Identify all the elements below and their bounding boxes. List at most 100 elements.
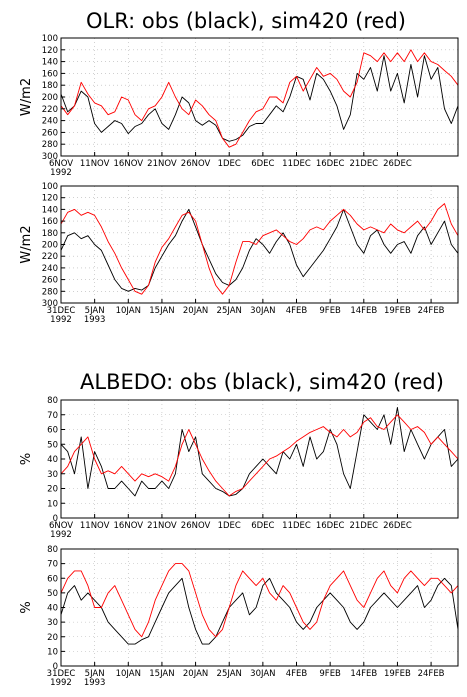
series-sim-line (60, 203, 459, 295)
albedo-title: ALBEDO: obs (black), sim420 (red) (80, 370, 444, 394)
x-tick-label: 16DEC (316, 521, 345, 531)
x-tick-year: 1992 (50, 530, 72, 540)
series-obs-line (60, 55, 459, 142)
x-tick-label: 1DEC (218, 159, 241, 169)
x-tick-year: 1992 (50, 315, 72, 325)
x-tick-label: 10JAN (116, 669, 141, 679)
olr-title: OLR: obs (black), sim420 (red) (86, 9, 406, 33)
y-tick-label: 280 (42, 287, 58, 297)
x-tick-label: 21DEC (349, 521, 378, 531)
y-tick-label: 280 (42, 140, 58, 150)
x-tick-label: 16NOV (114, 521, 144, 531)
x-tick-label: 6NOV (49, 159, 73, 169)
x-tick-year: 1992 (50, 168, 72, 178)
y-tick-label: 200 (42, 93, 58, 103)
x-tick-label: 5JAN (85, 306, 105, 316)
y-axis-label: % (19, 453, 34, 465)
y-tick-label: 220 (42, 105, 58, 115)
x-tick-label: 21DEC (349, 159, 378, 169)
x-tick-label: 15JAN (149, 669, 174, 679)
x-tick-label: 21NOV (147, 521, 177, 531)
y-tick-label: 60 (47, 574, 58, 584)
x-tick-label: 24FEB (418, 669, 445, 679)
x-tick-label: 4FEB (286, 669, 308, 679)
x-tick-label: 11DEC (282, 521, 311, 531)
x-tick-label: 19FEB (384, 306, 411, 316)
y-tick-label: 20 (47, 485, 58, 495)
y-tick-label: 240 (42, 264, 58, 274)
x-tick-label: 30JAN (250, 306, 275, 316)
x-tick-label: 10JAN (116, 306, 141, 316)
y-tick-label: 60 (47, 426, 58, 436)
y-tick-label: 180 (42, 81, 58, 91)
x-tick-label: 20JAN (183, 669, 208, 679)
x-tick-label: 9FEB (319, 669, 341, 679)
x-tick-label: 14FEB (350, 306, 377, 316)
x-tick-year: 1993 (84, 315, 106, 325)
x-tick-year: 1992 (50, 678, 72, 688)
x-tick-label: 15JAN (149, 306, 174, 316)
x-tick-label: 26DEC (383, 159, 412, 169)
y-tick-label: 120 (42, 194, 58, 204)
y-tick-label: 260 (42, 128, 58, 138)
x-tick-label: 6NOV (49, 521, 73, 531)
x-tick-label: 11NOV (80, 159, 110, 169)
y-tick-label: 100 (42, 34, 58, 44)
x-tick-label: 25JAN (217, 306, 242, 316)
x-tick-label: 6DEC (251, 159, 274, 169)
x-tick-label: 9FEB (319, 306, 341, 316)
x-tick-label: 5JAN (85, 669, 105, 679)
y-tick-label: 140 (42, 58, 58, 68)
x-tick-label: 14FEB (350, 669, 377, 679)
x-tick-label: 1DEC (218, 521, 241, 531)
y-tick-label: 140 (42, 205, 58, 215)
series-obs-line (60, 208, 459, 292)
y-tick-label: 100 (42, 182, 58, 192)
x-tick-label: 31DEC (47, 669, 76, 679)
x-tick-label: 26DEC (383, 521, 412, 531)
x-tick-label: 26NOV (181, 521, 211, 531)
series-obs-line (60, 406, 459, 497)
y-tick-label: 30 (47, 470, 58, 480)
y-tick-label: 30 (47, 618, 58, 628)
y-tick-label: 70 (47, 560, 58, 570)
y-tick-label: 180 (42, 229, 58, 239)
plot-frame (60, 37, 459, 157)
y-tick-label: 70 (47, 411, 58, 421)
y-tick-label: 80 (47, 396, 58, 406)
y-tick-label: 10 (47, 647, 58, 657)
olr-panel-2: 10012014016018020022024026028030031DEC19… (19, 182, 459, 325)
y-tick-label: 240 (42, 117, 58, 127)
x-tick-label: 19FEB (384, 669, 411, 679)
x-tick-label: 21NOV (147, 159, 177, 169)
y-axis-label: W/m2 (19, 78, 34, 116)
x-tick-label: 16DEC (316, 159, 345, 169)
x-tick-label: 16NOV (114, 159, 144, 169)
y-tick-label: 0 (53, 662, 58, 672)
x-tick-label: 24FEB (418, 306, 445, 316)
y-tick-label: 50 (47, 440, 58, 450)
y-tick-label: 200 (42, 241, 58, 251)
x-tick-label: 30JAN (250, 669, 275, 679)
y-tick-label: 40 (47, 604, 58, 614)
plot-frame (60, 399, 459, 519)
series-sim-line (60, 414, 459, 497)
y-tick-label: 0 (53, 514, 58, 524)
x-tick-label: 26NOV (181, 159, 211, 169)
y-tick-label: 300 (42, 299, 58, 309)
plot-frame (60, 548, 459, 667)
x-tick-label: 20JAN (183, 306, 208, 316)
y-tick-label: 50 (47, 589, 58, 599)
y-tick-label: 80 (47, 545, 58, 555)
y-tick-label: 160 (42, 217, 58, 227)
x-tick-label: 6DEC (251, 521, 274, 531)
y-tick-label: 20 (47, 633, 58, 643)
y-tick-label: 160 (42, 69, 58, 79)
series-sim-line (60, 563, 459, 638)
series-obs-line (60, 577, 459, 645)
x-tick-year: 1993 (84, 678, 106, 688)
x-tick-label: 11DEC (282, 159, 311, 169)
